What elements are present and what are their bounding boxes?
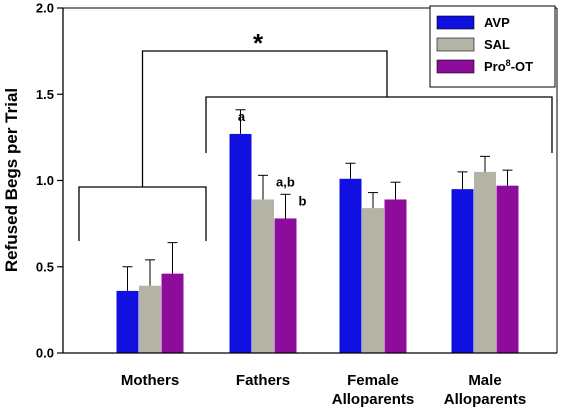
- bar: [161, 273, 184, 353]
- legend-swatch: [436, 15, 475, 30]
- y-tick-label: 0.0: [36, 346, 54, 361]
- significance-star: *: [253, 28, 264, 58]
- bracket-left-group: [78, 186, 207, 241]
- y-ticks: 0.0 0.5 1.0 1.5 2.0: [36, 1, 63, 361]
- y-axis-title: Refused Begs per Trial: [2, 88, 21, 272]
- bars-layer: a a,b b: [116, 109, 519, 353]
- bar: [496, 185, 519, 353]
- category-label: Fathers: [236, 372, 290, 389]
- legend: AVP SAL Pro8-OT: [429, 5, 556, 88]
- bar: [384, 199, 407, 353]
- y-tick-label: 1.0: [36, 173, 54, 188]
- legend-label: AVP: [484, 15, 510, 30]
- bar: [339, 178, 362, 353]
- y-tick-label: 1.5: [36, 87, 54, 102]
- x-category-labels: Mothers Fathers Female Alloparents Male Allop…: [121, 372, 526, 408]
- y-tick-label: 2.0: [36, 1, 54, 16]
- bar: [139, 285, 161, 353]
- category-label: Female: [347, 372, 399, 389]
- category-label: Mothers: [121, 372, 179, 389]
- legend-swatch: [436, 59, 475, 74]
- bar: [474, 171, 496, 353]
- significance-brackets: *: [78, 28, 553, 241]
- y-tick-label: 0.5: [36, 259, 54, 274]
- category-label: Male: [468, 372, 501, 389]
- bar-annotation: b: [299, 193, 307, 208]
- legend-swatch: [436, 37, 475, 52]
- bracket-comparison: [141, 50, 388, 187]
- category-label: Alloparents: [444, 391, 527, 408]
- bar: [451, 189, 474, 353]
- bar: [362, 208, 384, 353]
- bar-annotation: a: [238, 109, 246, 124]
- bar: [274, 218, 297, 353]
- category-label: Alloparents: [332, 391, 415, 408]
- bar: [229, 133, 252, 353]
- bracket-right-group: [205, 96, 553, 153]
- bar-annotation: a,b: [276, 174, 295, 189]
- legend-label: Pro8-OT: [484, 58, 533, 74]
- bar: [252, 199, 274, 353]
- legend-label: SAL: [484, 37, 510, 52]
- bar: [116, 290, 139, 353]
